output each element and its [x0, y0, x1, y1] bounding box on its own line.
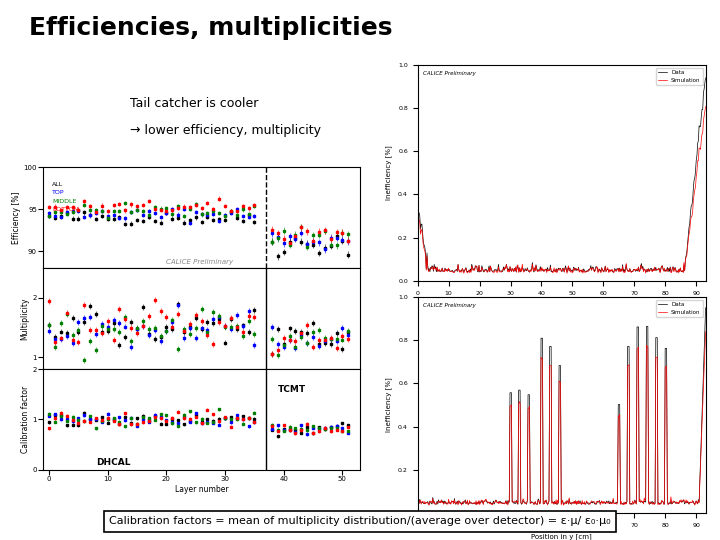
Data	[624, 268, 632, 274]
Data	[701, 75, 710, 81]
Simulation	[448, 499, 456, 505]
Text: Tail catcher is cooler: Tail catcher is cooler	[130, 97, 258, 110]
Simulation	[622, 501, 631, 507]
X-axis label: Position in x [cm]: Position in x [cm]	[531, 301, 592, 308]
Simulation	[563, 270, 572, 276]
Y-axis label: Multiplicity: Multiplicity	[21, 298, 30, 340]
Text: Efficiencies, multiplicities: Efficiencies, multiplicities	[29, 16, 392, 40]
Simulation	[507, 402, 516, 408]
Data	[624, 343, 632, 350]
X-axis label: Layer number: Layer number	[175, 485, 228, 494]
Simulation	[595, 498, 604, 504]
Text: → lower efficiency, multiplicity: → lower efficiency, multiplicity	[130, 124, 320, 137]
Line: Simulation: Simulation	[418, 106, 706, 273]
Y-axis label: Inefficiency [%]: Inefficiency [%]	[386, 145, 392, 200]
Data	[595, 497, 604, 504]
Simulation	[507, 268, 516, 274]
Simulation	[527, 499, 536, 505]
Text: ALL: ALL	[52, 182, 63, 187]
Data	[622, 501, 631, 507]
Data	[609, 269, 618, 275]
Data	[448, 267, 456, 274]
Y-axis label: Calibration factor: Calibration factor	[21, 386, 30, 453]
Data	[701, 305, 710, 311]
Simulation	[622, 260, 631, 267]
Simulation	[624, 363, 632, 369]
Data	[622, 261, 631, 268]
Text: BOTTOM: BOTTOM	[52, 207, 79, 212]
Data	[413, 499, 422, 505]
Simulation	[413, 500, 422, 507]
Data	[413, 200, 422, 206]
Text: CALICE Preliminary: CALICE Preliminary	[166, 259, 233, 265]
Line: Simulation: Simulation	[418, 332, 706, 505]
Simulation	[527, 267, 536, 273]
Text: MIDDLE: MIDDLE	[52, 199, 76, 204]
Data	[595, 268, 603, 274]
Text: DHCAL: DHCAL	[96, 458, 130, 467]
Simulation	[624, 267, 632, 274]
Line: Data: Data	[418, 308, 706, 504]
Data	[528, 500, 536, 506]
Data	[507, 268, 516, 275]
Simulation	[448, 268, 456, 274]
Line: Data: Data	[418, 78, 706, 272]
Simulation	[701, 328, 710, 335]
Data	[508, 499, 516, 505]
X-axis label: Position in y [cm]: Position in y [cm]	[531, 534, 592, 540]
Simulation	[595, 267, 604, 273]
Text: TCMT: TCMT	[278, 384, 306, 394]
Y-axis label: Inefficiency [%]: Inefficiency [%]	[386, 377, 392, 433]
Y-axis label: Efficiency [%]: Efficiency [%]	[12, 192, 21, 244]
Legend: Data, Simulation: Data, Simulation	[656, 68, 703, 85]
Simulation	[413, 208, 422, 214]
Legend: Data, Simulation: Data, Simulation	[656, 300, 703, 317]
Text: TOP: TOP	[52, 190, 65, 195]
Simulation	[701, 103, 710, 110]
Simulation	[559, 502, 568, 508]
Text: CALICE Preliminary: CALICE Preliminary	[423, 303, 476, 308]
Data	[527, 266, 536, 272]
Text: CALICE Preliminary: CALICE Preliminary	[423, 71, 476, 76]
Text: Calibration factors = mean of multiplicity distribution/(average over detector) : Calibration factors = mean of multiplici…	[109, 516, 611, 526]
Data	[448, 498, 456, 505]
Data	[451, 501, 460, 508]
